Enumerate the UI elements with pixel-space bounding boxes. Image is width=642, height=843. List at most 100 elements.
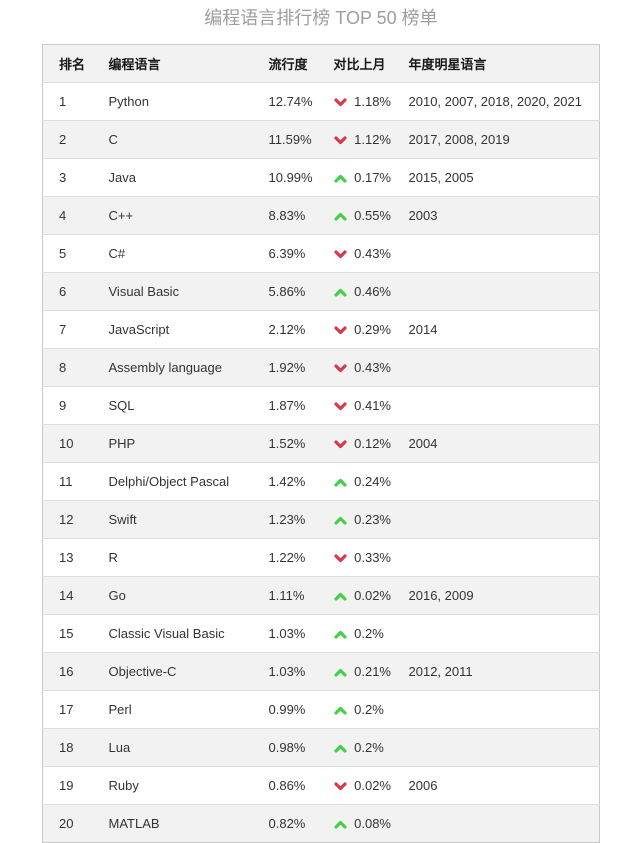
column-header-popularity: 流行度: [252, 44, 318, 83]
rank-cell: 5: [42, 234, 93, 273]
language-cell: R: [92, 538, 253, 577]
star-years-cell: [392, 272, 600, 311]
rank-cell: 7: [42, 310, 93, 349]
table-row: 20 MATLAB 0.82% 0.08%: [42, 804, 600, 843]
column-header-language: 编程语言: [92, 44, 253, 83]
star-years-cell: [392, 614, 600, 653]
chevron-up-icon: [333, 478, 347, 487]
change-cell: 0.2%: [317, 614, 393, 653]
chevron-down-icon: [333, 402, 347, 411]
change-value: 0.23%: [354, 512, 391, 527]
table-row: 4 C++ 8.83% 0.55% 2003: [42, 196, 600, 235]
change-cell: 0.43%: [317, 234, 393, 273]
change-cell: 1.18%: [317, 82, 393, 121]
rank-cell: 18: [42, 728, 93, 767]
change-value: 0.46%: [354, 284, 391, 299]
rank-cell: 20: [42, 804, 93, 843]
change-cell: 0.33%: [317, 538, 393, 577]
language-cell: PHP: [92, 424, 253, 463]
rank-cell: 3: [42, 158, 93, 197]
chevron-up-icon: [333, 212, 347, 221]
star-years-cell: 2012, 2011: [392, 652, 600, 691]
change-cell: 0.08%: [317, 804, 393, 843]
chevron-down-icon: [333, 782, 347, 791]
chevron-up-icon: [333, 592, 347, 601]
star-years-cell: 2003: [392, 196, 600, 235]
table-row: 6 Visual Basic 5.86% 0.46%: [42, 272, 600, 311]
rank-cell: 15: [42, 614, 93, 653]
table-row: 5 C# 6.39% 0.43%: [42, 234, 600, 273]
chevron-up-icon: [333, 630, 347, 639]
language-cell: Assembly language: [92, 348, 253, 387]
rank-cell: 8: [42, 348, 93, 387]
chevron-down-icon: [333, 250, 347, 259]
table-row: 8 Assembly language 1.92% 0.43%: [42, 348, 600, 387]
popularity-cell: 0.99%: [252, 690, 318, 729]
column-header-change: 对比上月: [317, 44, 393, 83]
change-value: 1.12%: [354, 132, 391, 147]
star-years-cell: 2004: [392, 424, 600, 463]
change-cell: 0.46%: [317, 272, 393, 311]
change-cell: 0.23%: [317, 500, 393, 539]
language-cell: Swift: [92, 500, 253, 539]
rank-cell: 4: [42, 196, 93, 235]
popularity-cell: 1.92%: [252, 348, 318, 387]
popularity-cell: 11.59%: [252, 120, 318, 159]
popularity-cell: 6.39%: [252, 234, 318, 273]
rank-cell: 1: [42, 82, 93, 121]
change-cell: 0.55%: [317, 196, 393, 235]
rank-cell: 14: [42, 576, 93, 615]
language-cell: C#: [92, 234, 253, 273]
popularity-cell: 0.98%: [252, 728, 318, 767]
language-cell: Ruby: [92, 766, 253, 805]
column-header-star-years: 年度明星语言: [392, 44, 600, 83]
chevron-up-icon: [333, 744, 347, 753]
language-cell: Objective-C: [92, 652, 253, 691]
star-years-cell: [392, 234, 600, 273]
table-row: 12 Swift 1.23% 0.23%: [42, 500, 600, 539]
chevron-up-icon: [333, 706, 347, 715]
language-cell: Go: [92, 576, 253, 615]
popularity-cell: 2.12%: [252, 310, 318, 349]
popularity-cell: 1.03%: [252, 652, 318, 691]
rank-cell: 17: [42, 690, 93, 729]
language-cell: Python: [92, 82, 253, 121]
change-cell: 1.12%: [317, 120, 393, 159]
change-value: 0.08%: [354, 816, 391, 831]
language-cell: Classic Visual Basic: [92, 614, 253, 653]
change-value: 0.43%: [354, 360, 391, 375]
change-value: 0.2%: [354, 626, 384, 641]
table-row: 9 SQL 1.87% 0.41%: [42, 386, 600, 425]
page-title: 编程语言排行榜 TOP 50 榜单: [204, 8, 438, 28]
popularity-cell: 1.11%: [252, 576, 318, 615]
language-cell: Perl: [92, 690, 253, 729]
popularity-cell: 1.03%: [252, 614, 318, 653]
change-cell: 0.2%: [317, 690, 393, 729]
chevron-up-icon: [333, 668, 347, 677]
change-value: 0.41%: [354, 398, 391, 413]
table-body: 1 Python 12.74% 1.18% 2010, 2007, 2018, …: [42, 82, 600, 843]
table-row: 7 JavaScript 2.12% 0.29% 2014: [42, 310, 600, 349]
rank-cell: 6: [42, 272, 93, 311]
change-value: 0.2%: [354, 740, 384, 755]
table-header: 排名 编程语言 流行度 对比上月 年度明星语言: [42, 44, 600, 83]
change-value: 0.2%: [354, 702, 384, 717]
table-row: 11 Delphi/Object Pascal 1.42% 0.24%: [42, 462, 600, 501]
change-cell: 0.17%: [317, 158, 393, 197]
rank-cell: 10: [42, 424, 93, 463]
star-years-cell: 2006: [392, 766, 600, 805]
language-cell: Lua: [92, 728, 253, 767]
change-value: 0.33%: [354, 550, 391, 565]
table-row: 18 Lua 0.98% 0.2%: [42, 728, 600, 767]
language-cell: C++: [92, 196, 253, 235]
popularity-cell: 1.87%: [252, 386, 318, 425]
header-row: 排名 编程语言 流行度 对比上月 年度明星语言: [42, 44, 600, 83]
chevron-down-icon: [333, 326, 347, 335]
popularity-cell: 10.99%: [252, 158, 318, 197]
rank-cell: 11: [42, 462, 93, 501]
table-row: 1 Python 12.74% 1.18% 2010, 2007, 2018, …: [42, 82, 600, 121]
star-years-cell: [392, 386, 600, 425]
change-cell: 0.12%: [317, 424, 393, 463]
chevron-down-icon: [333, 364, 347, 373]
chevron-up-icon: [333, 820, 347, 829]
